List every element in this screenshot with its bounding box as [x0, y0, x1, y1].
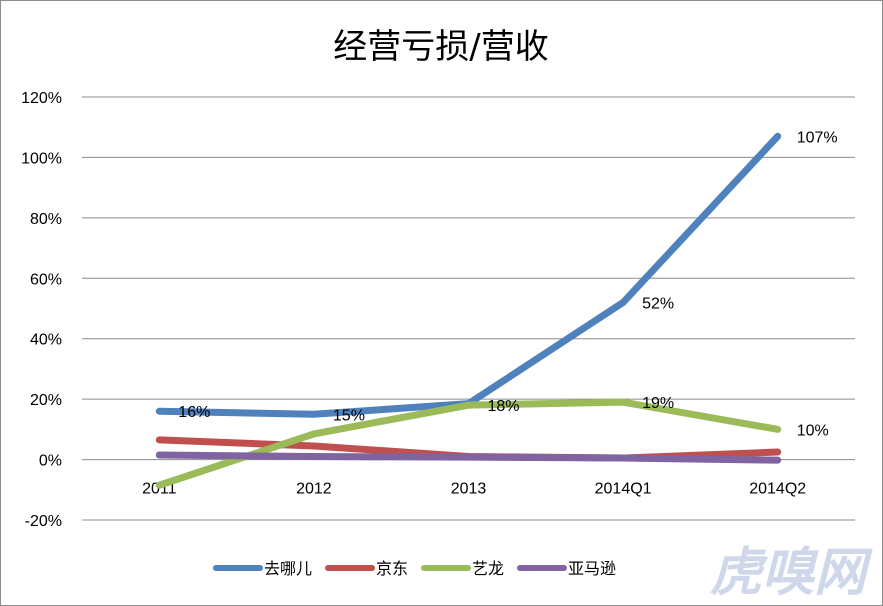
x-axis-ticks: 2011 2012 2013 2014Q1 2014Q2 — [142, 481, 806, 498]
legend-label: 去哪儿 — [264, 559, 312, 578]
y-axis-ticks: 120% 100% 80% 60% 40% 20% 0% -20% — [21, 90, 62, 530]
y-tick-label: 100% — [21, 150, 62, 167]
data-label: 15% — [333, 407, 365, 424]
y-tick-label: -20% — [25, 513, 62, 530]
watermark-logo: 虎嗅网 — [710, 543, 873, 603]
x-tick-label: 2013 — [451, 481, 487, 498]
data-label: 18% — [488, 398, 520, 415]
series-lines — [155, 132, 782, 489]
y-tick-label: 0% — [39, 453, 62, 470]
y-tick-label: 20% — [30, 392, 62, 409]
legend-label: 京东 — [376, 559, 408, 578]
legend-label: 艺龙 — [472, 559, 504, 578]
y-tick-label: 120% — [21, 90, 62, 107]
data-label: 10% — [797, 422, 829, 439]
x-tick-label: 2012 — [296, 481, 332, 498]
data-labels: 16% 15% 52% 107% 18% 19% 10% — [178, 129, 837, 439]
x-tick-label: 2014Q1 — [595, 481, 652, 498]
series-line-4 — [155, 451, 782, 464]
series-line-1 — [155, 132, 782, 418]
legend: 去哪儿 京东 艺龙 亚马逊 — [213, 559, 616, 578]
series-line-3 — [155, 398, 782, 489]
y-tick-label: 60% — [30, 271, 62, 288]
y-tick-label: 40% — [30, 332, 62, 349]
data-label: 16% — [178, 404, 210, 421]
y-tick-label: 80% — [30, 211, 62, 228]
data-label: 107% — [797, 129, 838, 146]
data-label: 19% — [642, 395, 674, 412]
chart-title: 经营亏损/营收 — [333, 27, 548, 67]
x-tick-label: 2014Q2 — [749, 481, 806, 498]
data-label: 52% — [642, 295, 674, 312]
legend-label: 亚马逊 — [568, 559, 616, 578]
